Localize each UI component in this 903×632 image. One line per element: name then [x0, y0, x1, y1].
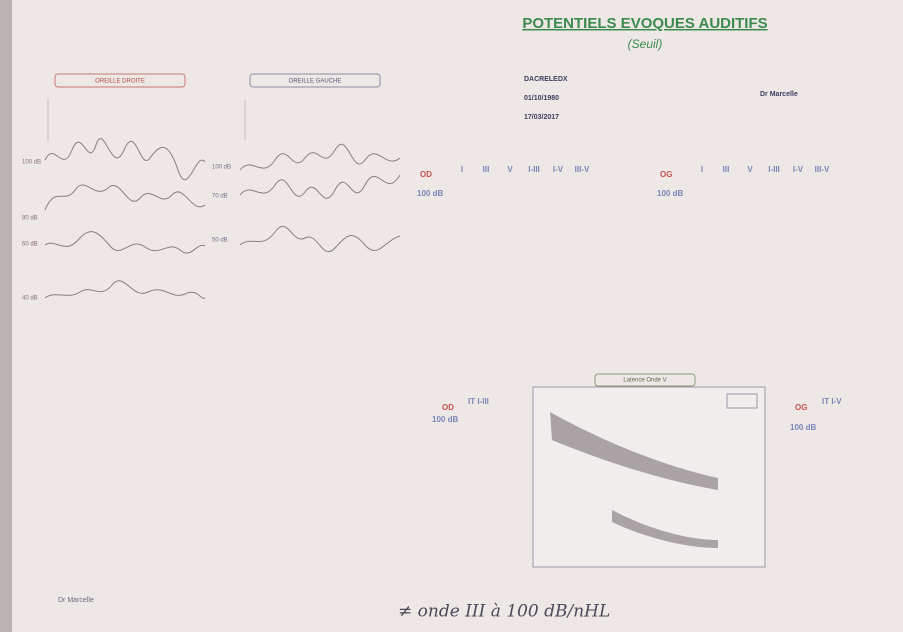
table-column: III	[723, 165, 730, 174]
table-column: I	[461, 165, 463, 174]
trace-labels: 100 dB 80 dB 60 dB 40 dB 100 dB 70 dB 50 dB	[22, 160, 231, 302]
trace-level: 100 dB	[212, 165, 231, 171]
footer-doctor: Dr Marcelle	[58, 597, 94, 604]
trace-level: 60 dB	[22, 242, 38, 248]
table-level: 100 dB	[417, 189, 443, 198]
waveform	[44, 184, 206, 211]
table-level: 100 dB	[657, 189, 683, 198]
table-ear: OG	[660, 170, 672, 179]
table-column: I-V	[793, 165, 804, 174]
trace-level: 80 dB	[22, 216, 38, 222]
patient-birth: 01/10/1980	[524, 95, 559, 102]
graph-frame	[532, 386, 766, 568]
title: POTENTIELS EVOQUES AUDITIFS	[522, 15, 767, 32]
graph-title: Latence Onde V	[623, 378, 666, 384]
right-ear-box	[54, 73, 186, 88]
table-column: III-V	[815, 165, 830, 174]
left-ear-box	[249, 73, 381, 88]
waveform	[239, 174, 401, 199]
doctor: Dr Marcelle	[760, 91, 798, 98]
waveform	[44, 138, 206, 181]
table-column: III	[483, 165, 490, 174]
norm-band	[550, 412, 718, 490]
ip-level: 100 dB	[432, 415, 458, 424]
table-column: V	[747, 165, 753, 174]
table-column: I-V	[553, 165, 564, 174]
waveform	[239, 225, 401, 253]
graph-legend	[726, 393, 758, 409]
paper-edge	[0, 0, 12, 632]
exam-date: 17/03/2017	[524, 114, 559, 121]
ip-level: 100 dB	[790, 423, 816, 432]
patient-name: DACRELEDX	[524, 76, 568, 83]
right-ear-label: OREILLE DROITE	[95, 79, 145, 85]
table-column: I-III	[528, 165, 540, 174]
trace-level: 100 dB	[22, 160, 41, 166]
waveform	[239, 143, 401, 171]
ip-ear: OD	[442, 403, 454, 412]
waveform	[44, 231, 206, 254]
subtitle: (Seuil)	[628, 37, 663, 51]
ip-label: IT I-V	[822, 397, 842, 406]
norm-band	[612, 510, 718, 548]
trace-level: 70 dB	[212, 194, 228, 200]
table-column: I-III	[768, 165, 780, 174]
table-column: III-V	[575, 165, 590, 174]
table-ear: OD	[420, 170, 432, 179]
trace-level: 40 dB	[22, 296, 38, 302]
ip-label: IT I-III	[468, 397, 489, 406]
table-column: I	[701, 165, 703, 174]
trace-level: 50 dB	[212, 238, 228, 244]
left-ear-label: OREILLE GAUCHE	[289, 79, 342, 85]
graph-title-box	[594, 373, 696, 387]
handwriting: ≠ onde III à 100 dB/nHL	[398, 602, 610, 622]
waveform	[44, 280, 206, 299]
ip-ear: OG	[795, 403, 807, 412]
table-column: V	[507, 165, 513, 174]
